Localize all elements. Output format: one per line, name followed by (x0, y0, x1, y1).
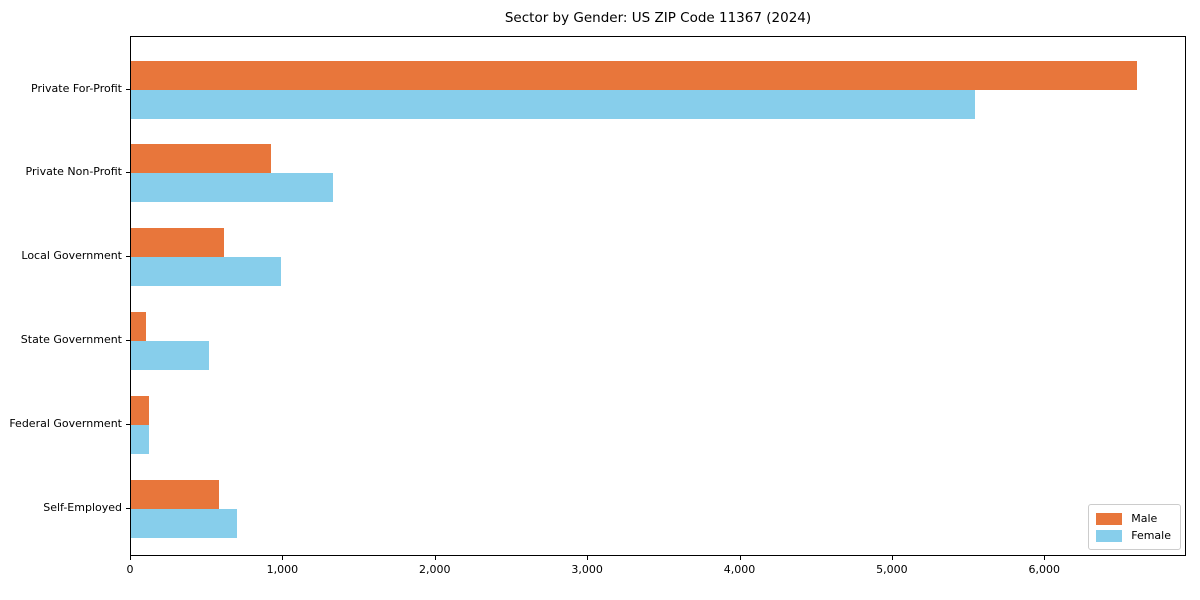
bar-female-state-government (131, 340, 209, 370)
xtick-label-3000: 3,000 (571, 563, 603, 576)
bar-female-private-for-profit (131, 89, 975, 119)
ytick-mark (126, 88, 130, 90)
bar-female-private-non-profit (131, 173, 333, 203)
bar-female-local-government (131, 257, 281, 287)
xtick-label-6000: 6,000 (1028, 563, 1061, 576)
bar-male-federal-government (131, 395, 149, 425)
legend-swatch-female (1096, 529, 1123, 542)
xtick-label-0: 0 (126, 563, 134, 576)
xtick-mark (130, 556, 131, 560)
xtick-mark (587, 556, 589, 560)
bar-female-federal-government (131, 424, 149, 454)
legend-entry-male: Male (1096, 510, 1171, 527)
xtick-label-4000: 4,000 (723, 563, 756, 576)
ytick-label-federal-government: Federal Government (9, 416, 122, 430)
bar-male-state-government (131, 311, 146, 341)
xtick-mark (434, 556, 436, 560)
ytick-mark (126, 172, 130, 174)
xtick-mark (739, 556, 741, 560)
ytick-mark (126, 423, 130, 425)
legend-swatch-male (1096, 512, 1123, 525)
xtick-label-1000: 1,000 (266, 563, 299, 576)
bar-female-self-employed (131, 508, 237, 538)
ytick-mark (126, 256, 130, 258)
ytick-mark (126, 507, 130, 509)
legend-label-female: Female (1131, 529, 1171, 542)
ytick-label-self-employed: Self-Employed (43, 500, 122, 514)
plot-area: Male Female (130, 36, 1186, 556)
ytick-label-state-government: State Government (20, 332, 122, 346)
ytick-label-private-non-profit: Private Non-Profit (25, 165, 122, 179)
bar-male-private-for-profit (131, 60, 1137, 90)
xtick-mark (1044, 556, 1046, 560)
xtick-label-5000: 5,000 (876, 563, 908, 576)
ytick-mark (126, 339, 130, 341)
legend: Male Female (1088, 504, 1181, 550)
legend-label-male: Male (1131, 512, 1158, 525)
xtick-mark (282, 556, 284, 560)
bar-male-local-government (131, 228, 224, 258)
legend-entry-female: Female (1096, 527, 1171, 544)
ytick-label-local-government: Local Government (21, 249, 122, 263)
xtick-label-2000: 2,000 (419, 563, 451, 576)
bar-male-private-non-profit (131, 144, 271, 174)
xtick-mark (891, 556, 893, 560)
chart-title: Sector by Gender: US ZIP Code 11367 (202… (504, 10, 812, 26)
ytick-label-private-for-profit: Private For-Profit (31, 81, 122, 95)
bar-male-self-employed (131, 479, 219, 509)
